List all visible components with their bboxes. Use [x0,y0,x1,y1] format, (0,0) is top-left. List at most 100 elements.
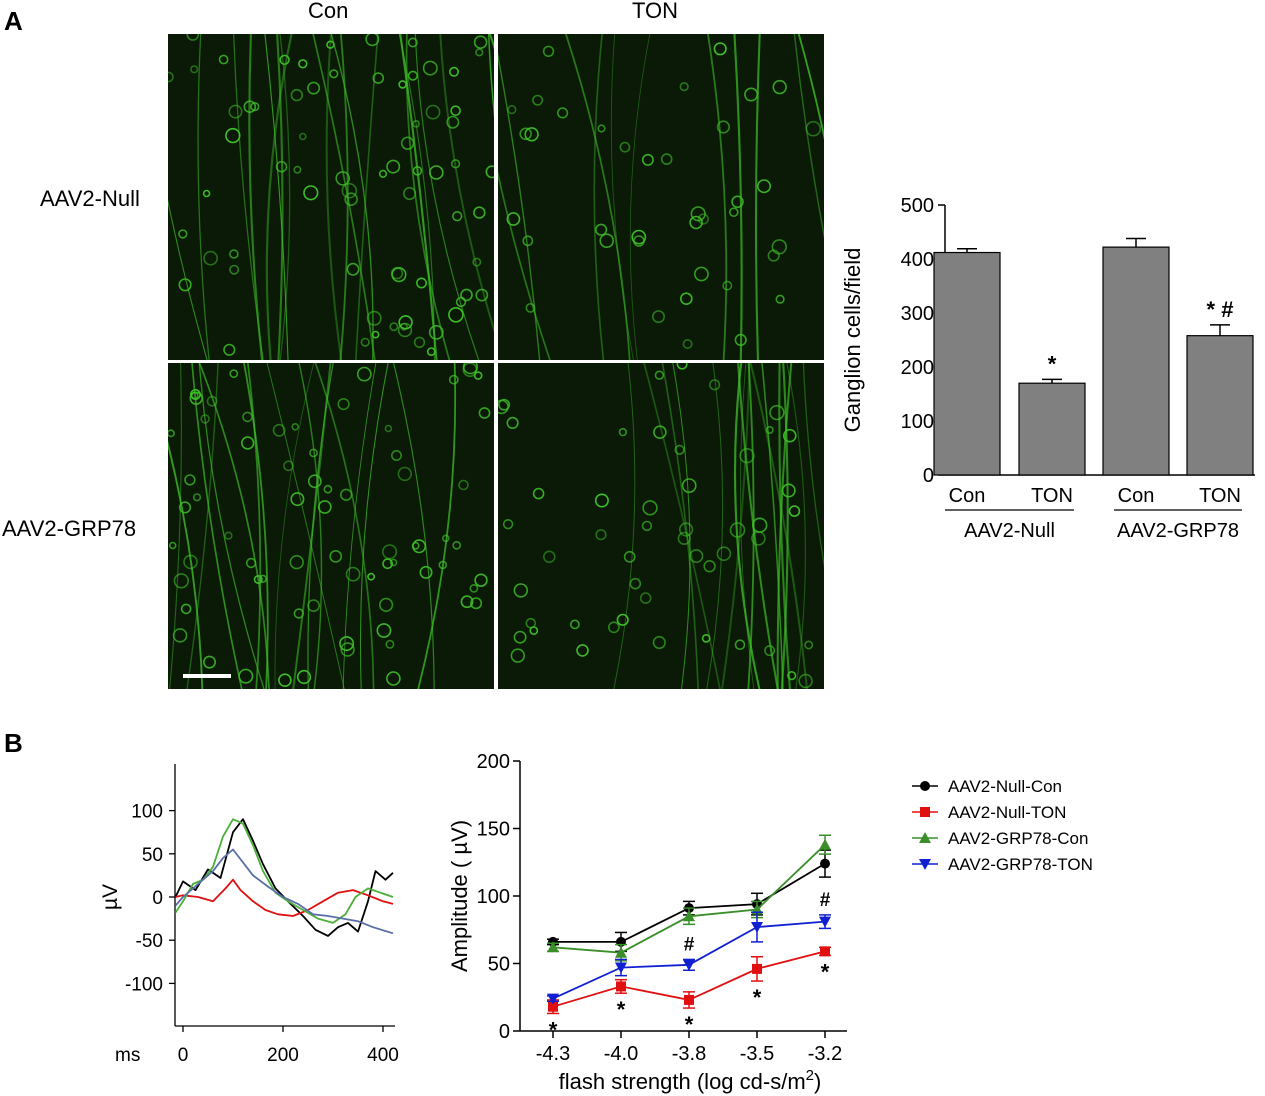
ganglion-cell [178,229,188,239]
axon-fiber [439,34,494,333]
axon-fiber [274,363,315,689]
ganglion-cell [787,671,797,681]
ganglion-cell [299,132,307,141]
ganglion-cell [183,554,198,570]
axon-fiber [276,34,284,360]
ganglion-cell [307,81,321,95]
bar [933,251,1001,476]
ganglion-cell [303,185,319,201]
row-header-grp78: AAV2-GRP78 [2,516,137,541]
x-axis-label-main: flash strength (log cd-s/m [559,1069,806,1094]
ganglion-cell [272,423,286,437]
ganglion-cell [398,315,413,330]
cell-layer [168,34,494,356]
axon-fiber [168,440,204,689]
star-mark: * [549,1017,558,1042]
micrograph-grp78-ton [498,363,824,689]
data-point [820,858,830,869]
ganglion-cell [460,595,474,609]
star-mark: * [753,985,762,1010]
axon-fiber [749,363,808,689]
axon-fiber [733,363,761,689]
ganglion-cell [229,369,239,379]
axon-fiber [643,363,721,689]
ganglion-cell [462,363,478,378]
ganglion-cell [452,211,463,222]
ganglion-cell [389,558,398,567]
ganglion-cell [769,404,785,421]
group-label: AAV2-Null [964,520,1055,542]
series-aav2-grp78-con [547,834,831,962]
ganglion-cell [510,648,525,663]
ganglion-cell [660,153,673,165]
hash-mark: # [684,934,695,955]
axon-fiber [564,34,631,360]
ganglion-cell [425,104,441,120]
ganglion-cell [460,288,473,302]
ganglion-cell [751,531,766,546]
ganglion-cell [397,466,413,482]
axon-fiber [754,34,761,360]
ganglion-cell [599,233,614,248]
y-tick-label: 150 [477,819,510,841]
data-point [615,946,627,958]
ganglion-cell [641,520,653,532]
y-tick-label: 200 [477,751,510,773]
axon-fiber [168,199,208,360]
col-header-con: Con [308,0,349,23]
ganglion-cell [168,429,175,438]
ganglion-cell [438,560,448,570]
ganglion-cell [472,257,482,267]
ganglion-cell [168,541,177,550]
ganglion-cell [731,195,744,209]
ganglion-cell [595,529,607,541]
ganglion-cell [629,577,642,590]
axon-fiber [414,34,480,360]
x-tick-label: -3.8 [672,1043,706,1065]
ganglion-cell [450,159,461,169]
ganglion-cell [283,460,294,472]
ganglion-cell [616,613,629,626]
data-point [819,916,831,928]
axon-fiber [330,34,374,360]
ganglion-cell [681,478,697,493]
ganglion-cell [805,120,822,137]
ganglion-cell [390,267,404,280]
ganglion-cell [200,414,210,424]
ganglion-cell [525,617,537,629]
ganglion-cell [775,294,785,304]
legend-item: AAV2-GRP78-TON [912,855,1093,874]
ganglion-cell [225,127,241,144]
ganglion-cell [340,642,355,657]
ganglion-cell [382,544,398,560]
group-label: AAV2-GRP78 [1117,520,1239,542]
series-aav2-null-ton [547,946,831,1015]
data-point [615,962,627,974]
ganglion-cell [385,639,395,649]
ganglion-cell [446,115,460,129]
legend-marker [920,807,930,817]
ganglion-cell [365,34,380,47]
ganglion-cell [729,207,739,217]
data-point [683,959,695,971]
ganglion-cell [403,186,417,201]
ganglion-cell [771,239,787,255]
panel-label-b: B [4,728,23,758]
ganglion-cell [781,483,796,498]
ganglion-cell [412,120,420,128]
ganglion-cell [474,573,488,587]
fiber-layer [498,34,824,360]
ganglion-cell [224,531,233,540]
axon-fiber [399,34,438,360]
ganglion-cell [679,522,694,537]
axon-fiber [706,363,724,689]
ganglion-cell [238,668,254,684]
x-tick-label: -4.0 [604,1043,638,1065]
ganglion-cell [654,370,665,380]
ganglion-cell [391,450,403,462]
axon-fiber [778,363,791,689]
ganglion-cell [744,87,759,102]
ganglion-cell [709,379,721,391]
axon-fiber [761,363,784,689]
ganglion-cell [469,583,479,593]
